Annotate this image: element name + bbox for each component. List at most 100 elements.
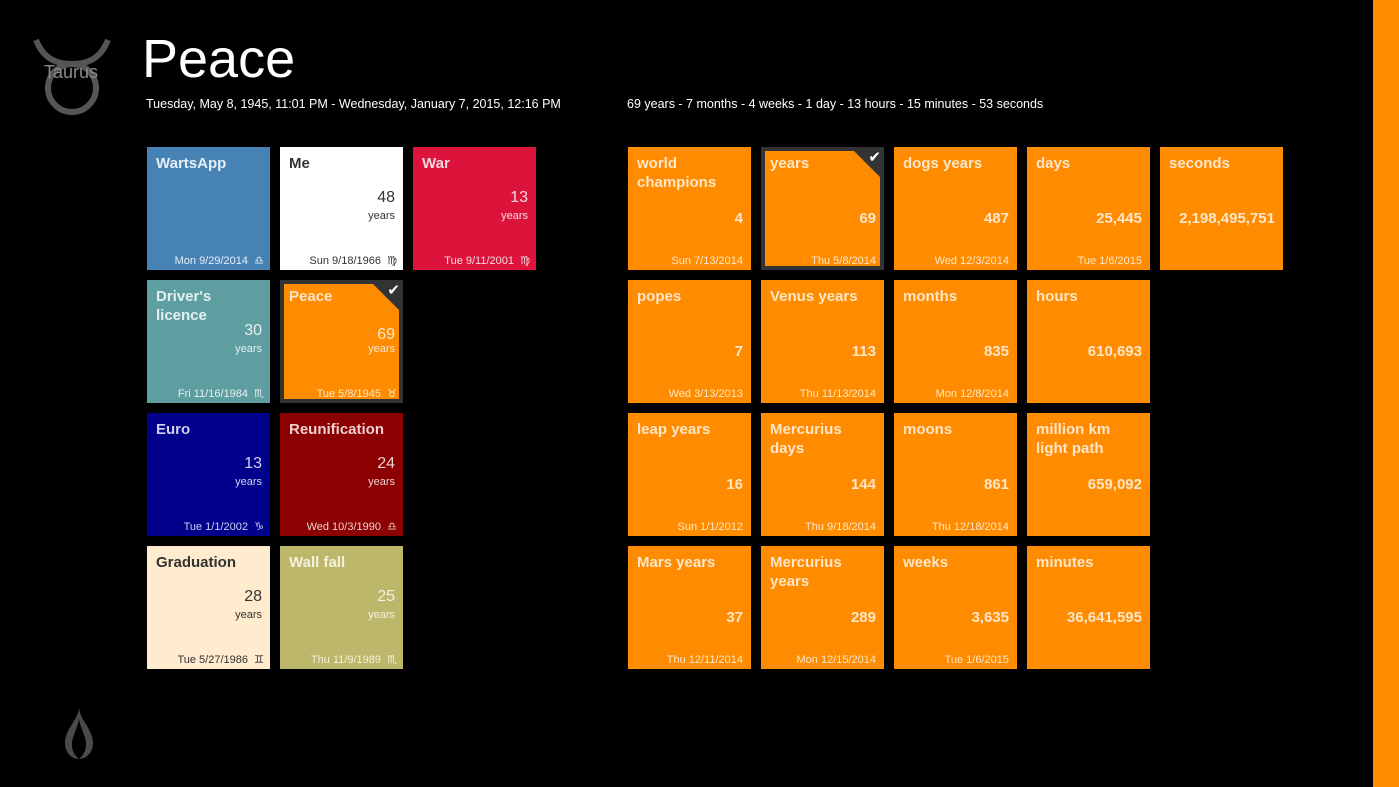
selected-corner <box>850 147 884 181</box>
tile-title: minutes <box>1036 554 1094 571</box>
tile-date: Fri 11/16/1984 <box>177 388 248 400</box>
stat-tile[interactable]: popes 7 Wed 3/13/2013 <box>628 280 751 403</box>
tile-number: 659,092 <box>1087 476 1142 493</box>
duration-summary: 69 years - 7 months - 4 weeks - 1 day - … <box>627 97 1044 111</box>
tile-number: 36,641,595 <box>1066 609 1142 626</box>
taurus-icon <box>33 38 111 115</box>
tile-date: Sun 9/18/1966 <box>309 255 381 267</box>
tile-date: Thu 12/18/2014 <box>931 521 1009 533</box>
tile-title: dogs years <box>903 155 983 172</box>
tile-title: Me <box>289 155 310 172</box>
stat-tile[interactable]: Mars years 37 Thu 12/11/2014 <box>628 546 751 669</box>
tile-title: popes <box>637 288 682 305</box>
tile-title: Peace <box>289 288 333 305</box>
event-tile[interactable]: Driver's licence 30 years Fri 11/16/1984 ♏ <box>147 280 270 403</box>
tile-title: War <box>422 155 450 172</box>
tile-number: 4 <box>734 210 743 227</box>
stat-tile[interactable]: months 835 Mon 12/8/2014 <box>894 280 1017 403</box>
tile-number: 7 <box>734 343 743 360</box>
check-icon: ✔ <box>868 149 881 166</box>
zodiac-icon: ♎ <box>387 521 397 533</box>
event-tile[interactable]: War 13 years Tue 9/11/2001 ♍ <box>413 147 536 270</box>
stat-tile[interactable]: ✔ years 69 Thu 5/8/2014 <box>761 147 884 270</box>
stat-tile[interactable]: Venus years 113 Thu 11/13/2014 <box>761 280 884 403</box>
stat-tile[interactable]: Mercurius years 289 Mon 12/15/2014 <box>761 546 884 669</box>
tile-number: 28 <box>244 588 262 605</box>
tile-date: Wed 12/3/2014 <box>934 255 1009 267</box>
tile-title: Driver's licence <box>156 288 212 324</box>
stat-tile[interactable]: leap years 16 Sun 1/1/2012 <box>628 413 751 536</box>
tile-unit: years <box>368 343 395 355</box>
stat-tile[interactable]: million km light path 659,092 <box>1027 413 1150 536</box>
tile-number: 610,693 <box>1087 343 1142 360</box>
tile-number: 487 <box>983 210 1009 227</box>
stat-tile[interactable]: moons 861 Thu 12/18/2014 <box>894 413 1017 536</box>
zodiac-icon: ♑ <box>254 521 264 533</box>
tile-number: 144 <box>850 476 876 493</box>
tile-title: moons <box>903 421 953 438</box>
tile-date: Tue 1/1/2002 <box>183 521 248 533</box>
zodiac-icon: ♍ <box>520 255 530 267</box>
flame-icon[interactable] <box>62 705 96 761</box>
tile-title: Euro <box>156 421 191 438</box>
accent-scroll-bar[interactable] <box>1373 0 1399 787</box>
tile-unit: years <box>368 609 395 621</box>
tile-date: Thu 12/11/2014 <box>666 654 743 666</box>
stat-tile[interactable]: minutes 36,641,595 <box>1027 546 1150 669</box>
tile-number: 16 <box>726 476 743 493</box>
tile-date: Wed 10/3/1990 <box>306 521 381 533</box>
tile-date: Tue 1/6/2015 <box>1077 255 1142 267</box>
tile-title: world champions <box>637 155 717 191</box>
tile-date: Sun 7/13/2014 <box>671 255 743 267</box>
check-icon: ✔ <box>387 282 400 299</box>
tile-date: Wed 3/13/2013 <box>668 388 743 400</box>
event-tile[interactable]: ✔ Peace 69 years Tue 5/8/1945 ♉ <box>280 280 403 403</box>
tile-title: million km light path <box>1036 421 1111 457</box>
event-tile[interactable]: Graduation 28 years Tue 5/27/1986 ♊ <box>147 546 270 669</box>
stat-tile[interactable]: world champions 4 Sun 7/13/2014 <box>628 147 751 270</box>
tile-number: 69 <box>377 326 395 343</box>
tile-title: Mercurius years <box>770 554 842 590</box>
tile-date: Thu 11/13/2014 <box>799 388 876 400</box>
tile-unit: years <box>235 343 262 355</box>
stat-tile[interactable]: days 25,445 Tue 1/6/2015 <box>1027 147 1150 270</box>
tile-date: Mon 12/15/2014 <box>796 654 876 666</box>
tile-date: Thu 9/18/2014 <box>805 521 876 533</box>
zodiac-icon: ♏ <box>387 654 397 666</box>
tile-title: Graduation <box>156 554 237 571</box>
tile-date: Mon 9/29/2014 <box>174 255 248 267</box>
tile-title: Mercurius days <box>770 421 842 457</box>
tile-number: 37 <box>726 609 743 626</box>
event-tile[interactable]: Reunification 24 years Wed 10/3/1990 ♎ <box>280 413 403 536</box>
tile-title: leap years <box>637 421 711 438</box>
tile-date: Thu 11/9/1989 <box>310 654 381 666</box>
stat-tile[interactable]: seconds 2,198,495,751 <box>1160 147 1283 270</box>
tile-unit: years <box>235 609 262 621</box>
tile-date: Tue 1/6/2015 <box>944 654 1009 666</box>
stat-tile[interactable]: weeks 3,635 Tue 1/6/2015 <box>894 546 1017 669</box>
event-tile[interactable]: Wall fall 25 years Thu 11/9/1989 ♏ <box>280 546 403 669</box>
tile-title: hours <box>1036 288 1078 305</box>
tile-title: Venus years <box>770 288 858 305</box>
zodiac-icon: ♊ <box>254 654 264 666</box>
stat-tile[interactable]: hours 610,693 <box>1027 280 1150 403</box>
tile-title: days <box>1036 155 1071 172</box>
tile-title: Reunification <box>289 421 385 438</box>
tile-title: seconds <box>1169 155 1230 172</box>
tile-unit: years <box>235 476 262 488</box>
zodiac-icon: ♏ <box>254 388 264 400</box>
tile-number: 835 <box>983 343 1009 360</box>
tile-number: 3,635 <box>971 609 1009 626</box>
zodiac-icon: ♉ <box>387 388 397 400</box>
event-tile[interactable]: WartsApp Mon 9/29/2014 ♎ <box>147 147 270 270</box>
tile-number: 861 <box>983 476 1009 493</box>
tile-date: Sun 1/1/2012 <box>677 521 743 533</box>
event-tile[interactable]: Euro 13 years Tue 1/1/2002 ♑ <box>147 413 270 536</box>
zodiac-icon: ♍ <box>387 255 397 267</box>
event-tile[interactable]: Me 48 years Sun 9/18/1966 ♍ <box>280 147 403 270</box>
tile-number: 113 <box>851 343 876 360</box>
tile-title: months <box>903 288 958 305</box>
tile-number: 30 <box>244 322 262 339</box>
stat-tile[interactable]: dogs years 487 Wed 12/3/2014 <box>894 147 1017 270</box>
stat-tile[interactable]: Mercurius days 144 Thu 9/18/2014 <box>761 413 884 536</box>
